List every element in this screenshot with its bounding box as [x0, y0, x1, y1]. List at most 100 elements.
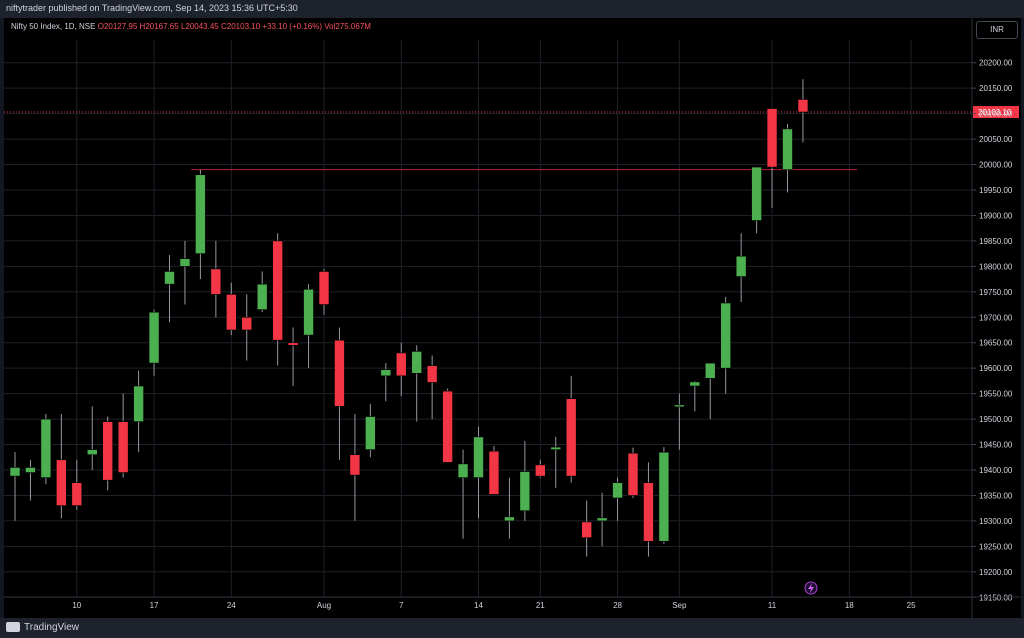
last-price-line-layer: 20103.10 — [4, 106, 1019, 119]
candle-up — [365, 416, 376, 450]
bottom-bar — [0, 618, 1024, 638]
time-tick-label: 25 — [907, 601, 916, 610]
time-tick-label: 28 — [613, 601, 622, 610]
candle-down — [643, 482, 654, 542]
tradingview-logo: TradingView — [6, 622, 79, 633]
publisher-caption: niftytrader published on TradingView.com… — [6, 3, 298, 13]
time-axis: 10 17 24 Aug 7 14 21 28 Sep 11 18 25 — [4, 596, 1021, 610]
candle-up — [704, 362, 716, 379]
candle-up — [689, 381, 701, 387]
time-tick-label: 10 — [72, 601, 81, 610]
volume-value: Vol275.067M — [324, 22, 371, 31]
candle-up — [164, 271, 175, 285]
candle-up — [612, 482, 623, 499]
candle-up — [195, 174, 206, 254]
candle-down — [71, 482, 83, 506]
price-tick-label: 19750.00 — [979, 288, 1013, 297]
candle-down — [241, 316, 253, 331]
candle-up — [9, 467, 21, 477]
brand-name: TradingView — [24, 622, 80, 633]
candle-down — [56, 459, 67, 506]
time-tick-label: 11 — [768, 601, 777, 610]
candle-up — [658, 451, 670, 542]
candle-up — [735, 255, 747, 277]
price-tick-label: 19450.00 — [979, 441, 1013, 450]
time-tick-label: Sep — [672, 601, 687, 610]
price-tick-label: 19350.00 — [979, 491, 1013, 500]
chart-overlay — [804, 581, 818, 595]
open-value: O20127.95 — [97, 22, 138, 31]
price-tick-label: 19700.00 — [979, 313, 1013, 322]
candle-down — [395, 352, 407, 377]
price-tick-label: 19500.00 — [979, 415, 1013, 424]
price-tick-label: 20150.00 — [979, 84, 1013, 93]
candle-down — [349, 454, 361, 476]
time-tick-label: 21 — [536, 601, 545, 610]
time-tick-label: 17 — [150, 601, 159, 610]
candle-down — [797, 99, 809, 113]
price-tick-label: 19600.00 — [979, 364, 1013, 373]
last-price-badge — [973, 106, 1019, 119]
candle-up — [133, 385, 144, 422]
currency-button[interactable]: INR — [976, 21, 1018, 39]
candle-down — [442, 390, 453, 463]
price-tick-label: 20000.00 — [979, 161, 1013, 170]
candle-up — [674, 404, 685, 408]
high-value: H20167.65 — [139, 22, 179, 31]
price-tick-label: 20200.00 — [979, 59, 1013, 68]
price-tick-label: 19650.00 — [979, 339, 1013, 348]
candle-down — [287, 342, 299, 346]
candle-up — [86, 449, 98, 456]
candle-down — [334, 339, 345, 407]
candles-layer — [9, 79, 809, 557]
price-tick-label: 19150.00 — [979, 593, 1013, 602]
price-tick-label: 19200.00 — [979, 568, 1013, 577]
candle-up — [148, 311, 160, 364]
time-tick-label: 18 — [845, 601, 854, 610]
price-tick-label: 20100.00 — [979, 110, 1013, 119]
low-value: L20043.45 — [180, 22, 219, 31]
candle-up — [504, 516, 515, 522]
price-tick-label: 19800.00 — [979, 262, 1013, 271]
candle-down — [766, 108, 778, 168]
candle-up — [720, 302, 732, 369]
price-tick-label: 19550.00 — [979, 390, 1013, 399]
lightning-icon — [808, 583, 814, 593]
close-value: C20103.10 — [221, 22, 261, 31]
price-tick-label: 19250.00 — [979, 542, 1013, 551]
price-tick-label: 20050.00 — [979, 135, 1013, 144]
time-tick-label: Aug — [317, 601, 331, 610]
candle-up — [411, 351, 423, 374]
time-tick-label: 14 — [474, 601, 483, 610]
price-tick-label: 19900.00 — [979, 211, 1013, 220]
candle-down — [318, 271, 330, 305]
time-tick-label: 7 — [399, 601, 404, 610]
price-tick-label: 19850.00 — [979, 237, 1013, 246]
change-value: +33.10 (+0.16%) — [262, 22, 322, 31]
candle-up — [40, 418, 52, 478]
candle-up — [179, 258, 191, 267]
price-axis: 20200.00 20150.00 20100.00 20050.00 20000.00… — [971, 18, 1013, 618]
candle-up — [596, 517, 608, 522]
candle-down — [272, 240, 283, 341]
candle-down — [488, 450, 500, 495]
candle-up — [457, 463, 469, 478]
candle-up — [550, 446, 562, 450]
candle-down — [210, 268, 222, 295]
candle-down — [627, 452, 639, 496]
candle-down — [426, 365, 438, 383]
candle-up — [25, 467, 36, 473]
candle-down — [534, 464, 546, 477]
price-tick-label: 19300.00 — [979, 517, 1013, 526]
candle-down — [102, 421, 113, 481]
candle-down — [226, 294, 237, 331]
candle-down — [581, 521, 592, 539]
candle-down — [117, 421, 129, 473]
candle-up — [380, 369, 392, 377]
candle-up — [519, 471, 531, 512]
price-tick-label: 19950.00 — [979, 186, 1013, 195]
candle-up — [303, 288, 314, 336]
candle-up — [782, 128, 793, 170]
symbol-name: Nifty 50 Index, 1D, NSE — [11, 22, 96, 31]
